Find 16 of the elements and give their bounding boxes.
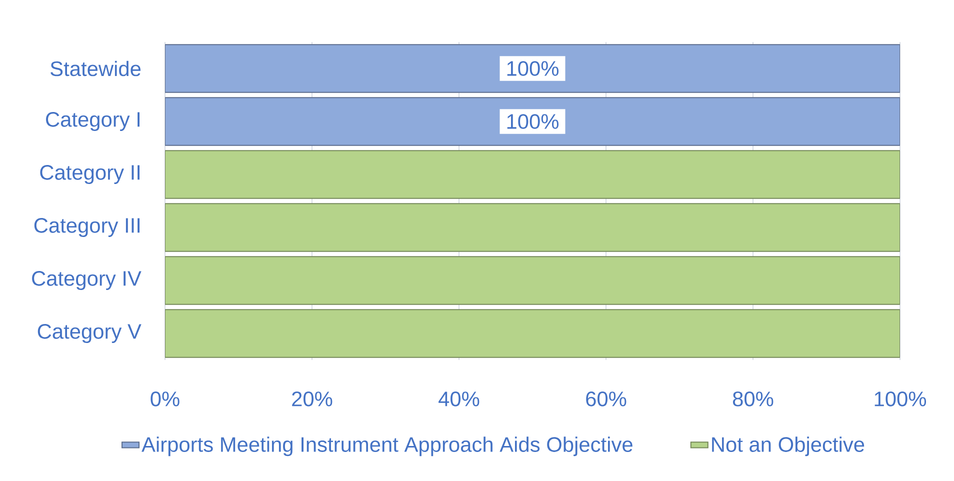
data-label: 100% xyxy=(507,114,559,129)
y-tick-label: Category III xyxy=(34,218,140,237)
legend-label: Airports Meeting Instrument Approach Aids Objective xyxy=(142,436,632,456)
x-tick-label: 60% xyxy=(586,392,626,406)
x-tick-label: 0% xyxy=(150,392,180,406)
y-tick-label: Category V xyxy=(38,324,142,343)
y-tick-label: Statewide xyxy=(50,60,141,76)
legend-label: Not an Objective xyxy=(712,436,864,456)
y-tick-label: Category I xyxy=(46,112,140,131)
data-label: 100% xyxy=(507,61,559,76)
x-tick-label: 100% xyxy=(874,392,926,406)
x-tick-label: 80% xyxy=(732,392,774,406)
y-tick-label: Category II xyxy=(40,165,140,184)
y-tick-label: Category IV xyxy=(32,271,142,290)
x-tick-label: 20% xyxy=(292,392,332,406)
x-tick-label: 40% xyxy=(438,392,480,406)
